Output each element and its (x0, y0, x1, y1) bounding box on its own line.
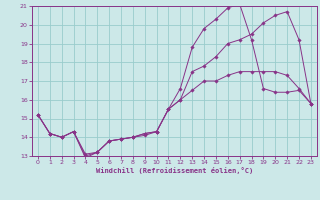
X-axis label: Windchill (Refroidissement éolien,°C): Windchill (Refroidissement éolien,°C) (96, 167, 253, 174)
